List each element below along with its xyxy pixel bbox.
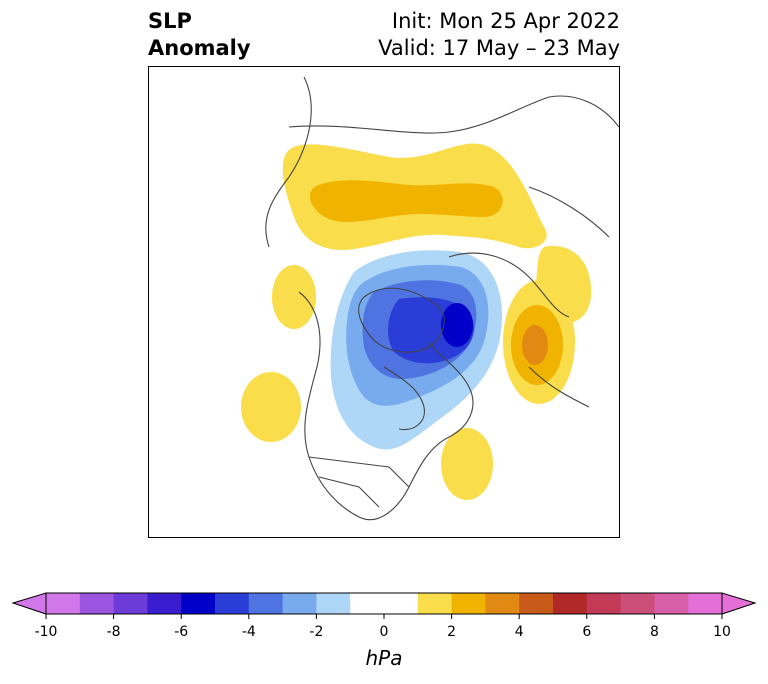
colorbar-tick-label: -4: [242, 624, 256, 640]
colorbar-tick-label: 8: [650, 624, 659, 640]
colorbar-tick-label: -10: [35, 624, 58, 640]
colorbar-cell: [620, 593, 655, 614]
colorbar-cell: [46, 593, 81, 614]
colorbar-cell: [147, 593, 182, 614]
colorbar-cell: [553, 593, 588, 614]
colorbar: -10 -8 -6 -4 -2 0 2 4 6 8 10: [11, 592, 757, 640]
colorbar-tick-label: 0: [380, 624, 389, 640]
map-canvas: [241, 76, 619, 521]
colorbar-cell: [688, 593, 723, 614]
colorbar-cell: [417, 593, 453, 614]
colorbar-tick-label: -8: [107, 624, 121, 640]
colorbar-cell: [282, 593, 317, 614]
colorbar-cell: [586, 593, 622, 614]
colorbar-cell: [215, 593, 250, 614]
colorbar-tick-label: -6: [174, 624, 188, 640]
valid-range: Valid: 17 May – 23 May: [378, 36, 620, 60]
slp-anomaly-map: [148, 66, 620, 538]
colorbar-cell: [519, 593, 554, 614]
colorbar-cell: [248, 593, 284, 614]
colorbar-extend-low: [11, 592, 47, 615]
colorbar-cell: [181, 593, 216, 614]
colorbar-tick-label: 6: [582, 624, 591, 640]
colorbar-tick-label: -2: [309, 624, 323, 640]
colorbar-cell: [485, 593, 520, 614]
colorbar-cell: [350, 593, 419, 614]
anomaly-negative-arctic: [330, 250, 503, 450]
colorbar-cell: [316, 593, 351, 614]
anomaly-positive-pacific: [241, 265, 316, 442]
colorbar-cell: [451, 593, 486, 614]
title-line-1: SLP: [148, 9, 192, 33]
title-line-2: Anomaly: [148, 36, 251, 60]
colorbar-cell: [113, 593, 148, 614]
colorbar-cell: [79, 593, 115, 614]
init-date: Init: Mon 25 Apr 2022: [391, 9, 620, 33]
colorbar-tick-label: 10: [713, 624, 731, 640]
colorbar-unit-label: hPa: [365, 646, 403, 670]
map-title: SLP Anomaly: [148, 8, 251, 62]
colorbar-ticks: -10 -8 -6 -4 -2 0 2 4 6 8 10: [35, 614, 731, 640]
anomaly-positive-central-asia: [503, 280, 575, 404]
anomaly-positive-atlantic: [441, 428, 493, 500]
colorbar-cell: [654, 593, 689, 614]
forecast-dates: Init: Mon 25 Apr 2022 Valid: 17 May – 23…: [378, 8, 620, 62]
colorbar-tick-label: 2: [447, 624, 456, 640]
colorbar-tick-label: 4: [515, 624, 524, 640]
colorbar-cells: [46, 593, 723, 614]
colorbar-extend-high: [721, 592, 757, 615]
coastlines: [265, 76, 619, 521]
